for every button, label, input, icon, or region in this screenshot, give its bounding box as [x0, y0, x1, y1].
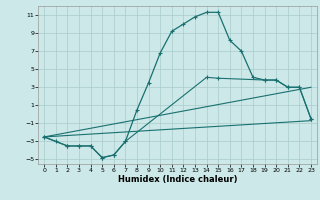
X-axis label: Humidex (Indice chaleur): Humidex (Indice chaleur): [118, 175, 237, 184]
